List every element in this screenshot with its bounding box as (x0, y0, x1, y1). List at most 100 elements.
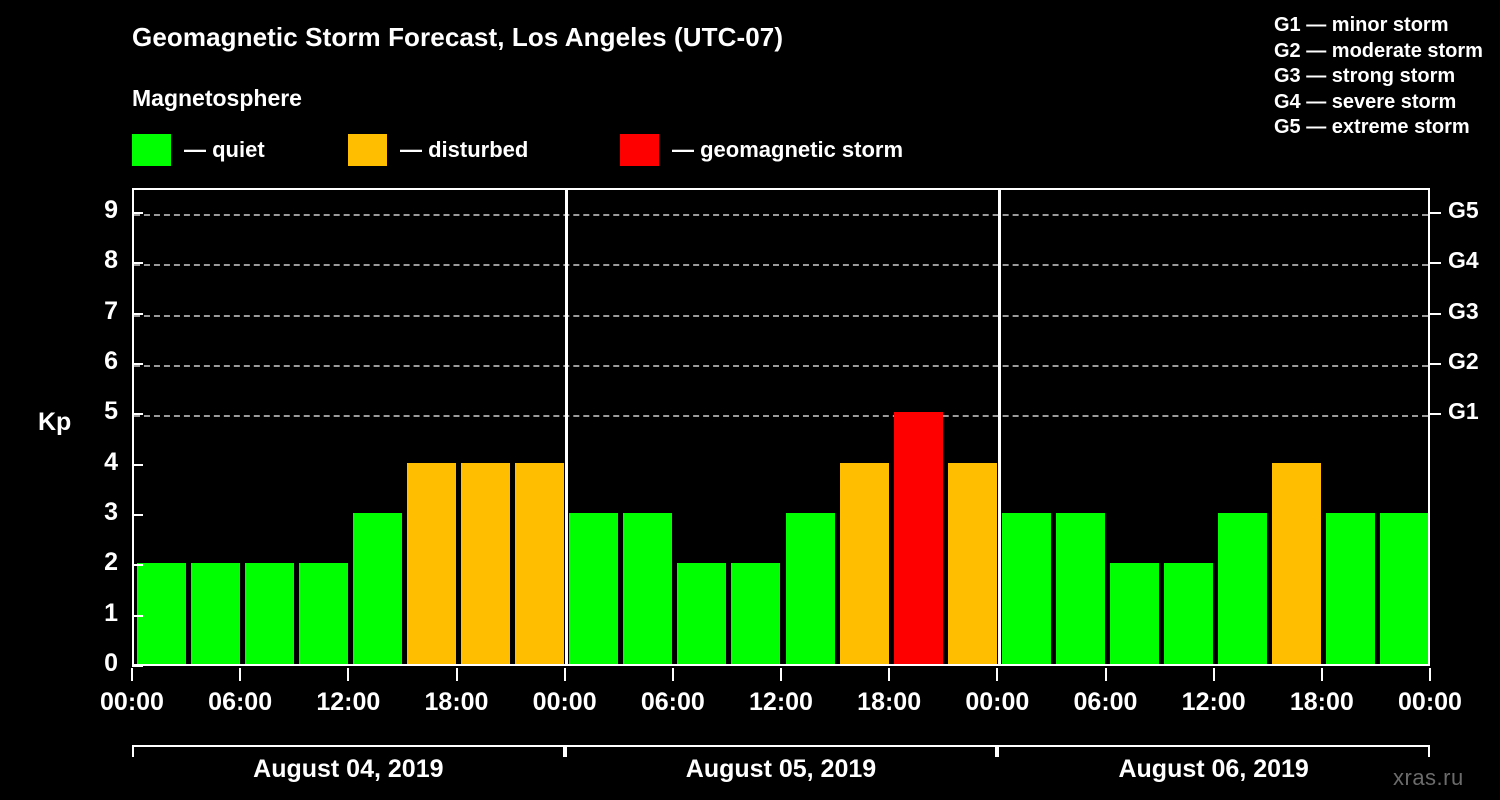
x-tick-mark (239, 668, 242, 681)
x-tick-label: 00:00 (1398, 688, 1462, 716)
bar (1055, 513, 1105, 664)
x-tick-label: 18:00 (424, 688, 489, 716)
legend-label: — geomagnetic storm (672, 137, 904, 162)
bar (1164, 563, 1214, 664)
day-bracket (564, 745, 998, 757)
x-tick-mark (1429, 668, 1431, 681)
bar (136, 563, 186, 664)
chart-subtitle: Magnetosphere (132, 85, 302, 111)
g-scale-legend-line: G1 — minor storm (1274, 14, 1449, 36)
y-tick-label-8: 8 (104, 246, 118, 275)
y-tick-mark (132, 564, 143, 567)
x-tick-label: 18:00 (857, 688, 922, 716)
g-axis-label-G2: G2 (1448, 348, 1479, 375)
bar (1272, 462, 1322, 664)
x-tick-mark (1320, 668, 1323, 681)
watermark: xras.ru (1393, 765, 1464, 790)
x-tick-mark (1104, 668, 1107, 681)
page-title: Geomagnetic Storm Forecast, Los Angeles … (132, 22, 784, 52)
y-tick-mark (132, 463, 143, 466)
y-tick-mark (132, 312, 143, 315)
g-tick-mark (1430, 262, 1441, 265)
y-tick-label-4: 4 (104, 447, 118, 476)
x-tick-mark (1212, 668, 1215, 681)
bar (461, 462, 511, 664)
x-tick-mark (347, 668, 350, 681)
x-tick-label: 12:00 (316, 688, 381, 716)
x-tick-label: 06:00 (640, 688, 705, 716)
x-tick-label: 00:00 (532, 688, 597, 716)
bar (244, 563, 294, 664)
legend-entry-geomagnetic-storm: — geomagnetic storm (620, 133, 903, 167)
day-label: August 04, 2019 (253, 755, 444, 783)
g-scale-legend-line: G5 — extreme storm (1274, 116, 1470, 138)
x-tick-mark (455, 668, 458, 681)
bar (947, 462, 997, 664)
x-tick-label: 18:00 (1289, 688, 1354, 716)
y-tick-mark (132, 363, 143, 366)
g-tick-mark (1430, 312, 1441, 315)
y-tick-mark (132, 212, 143, 215)
g-tick-mark (1430, 363, 1441, 366)
bar (1218, 513, 1268, 664)
y-tick-mark (132, 413, 143, 416)
x-tick-mark (780, 668, 782, 681)
y-tick-label-2: 2 (104, 548, 118, 577)
y-tick-label-6: 6 (104, 347, 118, 376)
y-tick-mark (132, 262, 143, 265)
bar (623, 513, 673, 664)
x-tick-label: 06:00 (208, 688, 273, 716)
y-tick-label-1: 1 (104, 598, 118, 627)
bar (515, 462, 565, 664)
g-axis-label-G5: G5 (1448, 197, 1479, 224)
bar (1326, 513, 1376, 664)
bar (1110, 563, 1160, 664)
day-bracket (132, 745, 565, 757)
gridline-kp-7 (134, 314, 1428, 317)
legend-swatch-geomagnetic-storm-icon (620, 134, 659, 166)
legend-entry-quiet: — quiet (132, 133, 265, 167)
x-tick-label: 12:00 (749, 688, 813, 716)
legend-entry-disturbed: — disturbed (348, 133, 528, 167)
g-tick-mark (1430, 413, 1441, 416)
bar (406, 462, 456, 664)
y-tick-mark (132, 665, 143, 667)
gridline-kp-8 (134, 264, 1428, 267)
g-scale-legend: G1 — minor storm G2 — moderate storm G3 — … (1058, 13, 1483, 141)
y-tick-mark (132, 614, 143, 617)
legend-swatch-disturbed-icon (348, 134, 387, 166)
gridline-kp-6 (134, 365, 1428, 368)
y-tick-label-0: 0 (104, 649, 118, 677)
day-label: August 06, 2019 (1118, 755, 1309, 783)
x-tick-mark (131, 668, 133, 681)
y-tick-label-5: 5 (104, 397, 118, 426)
y-tick-label-7: 7 (104, 296, 118, 325)
bar (569, 513, 619, 664)
day-separator (997, 190, 1001, 664)
g-axis-label-G3: G3 (1448, 297, 1479, 324)
bar (839, 462, 889, 664)
bar (1001, 513, 1051, 664)
legend-swatch-quiet-icon (132, 134, 171, 166)
bar (677, 563, 727, 664)
bar (352, 513, 402, 664)
bar (893, 412, 943, 664)
x-tick-mark (671, 668, 674, 681)
y-tick-mark (132, 514, 143, 517)
x-tick-mark (563, 668, 566, 681)
x-tick-mark (888, 668, 891, 681)
bar (1380, 513, 1428, 664)
bar (785, 513, 835, 664)
bar (190, 563, 240, 664)
bar (731, 563, 781, 664)
day-bracket (997, 745, 1430, 757)
g-tick-mark (1430, 212, 1441, 215)
legend-label: — quiet (184, 137, 265, 162)
g-scale-legend-line: G2 — moderate storm (1274, 39, 1483, 62)
g-axis-label-G1: G1 (1448, 398, 1479, 425)
bar (298, 563, 348, 664)
x-tick-label: 12:00 (1181, 688, 1246, 716)
x-tick-label: 06:00 (1073, 688, 1138, 716)
x-tick-mark (996, 668, 999, 681)
y-tick-label-3: 3 (104, 498, 118, 527)
